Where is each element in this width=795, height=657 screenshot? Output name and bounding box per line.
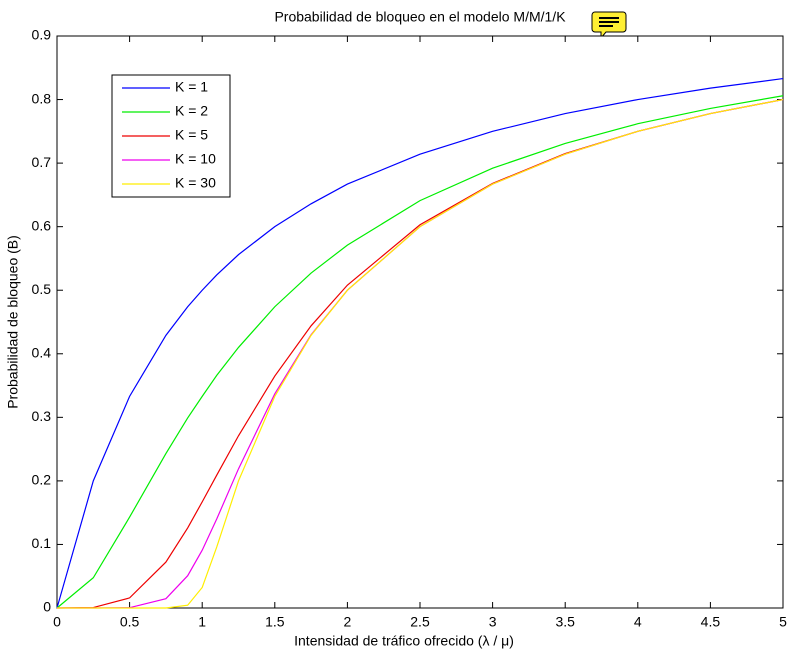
- comment-icon[interactable]: [591, 11, 627, 40]
- x-tick-label: 4.5: [701, 614, 721, 630]
- x-tick-label: 0.5: [120, 614, 140, 630]
- series-line: [56, 95, 784, 609]
- x-tick-label: 1: [198, 614, 206, 630]
- x-tick-label: 3.5: [555, 614, 575, 630]
- chart-title: Probabilidad de bloqueo en el modelo M/M…: [274, 9, 566, 25]
- x-tick-label: 0: [53, 614, 61, 630]
- legend-label: K = 5: [175, 127, 208, 143]
- x-tick-label: 4: [634, 614, 642, 630]
- x-tick-label: 2.5: [410, 614, 430, 630]
- x-tick-label: 1.5: [265, 614, 285, 630]
- y-tick-label: 0.6: [32, 217, 52, 233]
- legend-label: K = 10: [175, 151, 216, 167]
- y-tick-label: 0.8: [32, 90, 52, 106]
- legend-label: K = 2: [175, 103, 208, 119]
- x-axis-label: Intensidad de tráfico ofrecido (λ / μ): [294, 633, 514, 649]
- y-tick-label: 0.4: [32, 344, 52, 360]
- y-tick-label: 0.3: [32, 408, 52, 424]
- x-tick-label: 3: [489, 614, 497, 630]
- y-tick-label: 0.5: [32, 281, 52, 297]
- series-line: [56, 77, 784, 609]
- y-tick-label: 0.9: [32, 27, 52, 43]
- series-line: [57, 98, 784, 609]
- y-tick-label: 0: [43, 599, 51, 615]
- y-tick-label: 0.7: [32, 154, 52, 170]
- y-tick-label: 0.1: [32, 535, 52, 551]
- y-tick-label: 0.2: [32, 472, 52, 488]
- x-tick-label: 2: [344, 614, 352, 630]
- x-tick-label: 5: [779, 614, 787, 630]
- legend-label: K = 1: [175, 79, 208, 95]
- y-axis-label: Probabilidad de bloqueo (B): [5, 235, 21, 409]
- legend-label: K = 30: [175, 175, 216, 191]
